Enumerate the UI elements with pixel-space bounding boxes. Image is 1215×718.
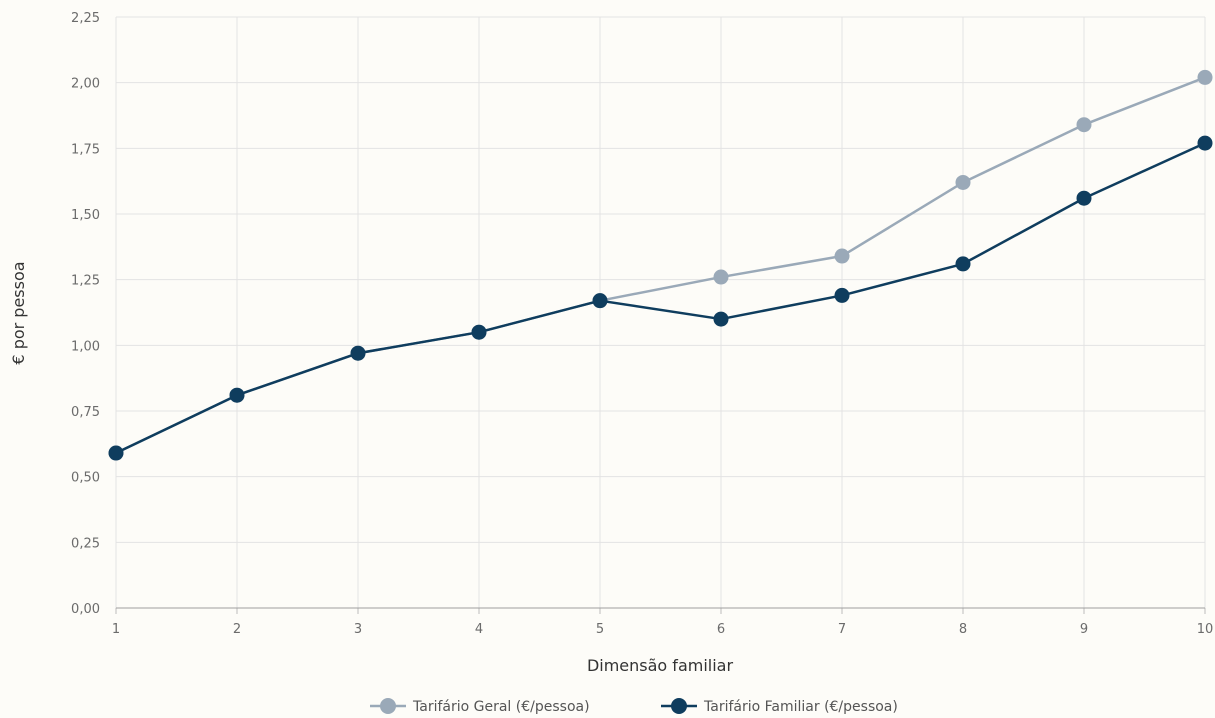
- x-axis-title: Dimensão familiar: [587, 656, 734, 675]
- legend-label: Tarifário Geral (€/pessoa): [412, 699, 590, 715]
- data-point[interactable]: [1197, 135, 1213, 151]
- series-line: [115, 76, 1206, 455]
- y-tick-label: 1,00: [71, 339, 100, 354]
- legend-marker: [380, 698, 396, 714]
- y-tick-label: 1,25: [71, 274, 100, 289]
- y-tick-label: 0,50: [71, 471, 100, 486]
- legend-item[interactable]: Tarifário Geral (€/pessoa): [370, 698, 590, 715]
- x-tick-label: 3: [354, 622, 362, 637]
- x-tick-label: 5: [596, 622, 604, 637]
- x-tick-label: 4: [475, 622, 483, 637]
- y-tick-label: 1,75: [71, 142, 100, 157]
- data-point[interactable]: [471, 324, 487, 340]
- x-tick-label: 2: [233, 622, 241, 637]
- legend-item[interactable]: Tarifário Familiar (€/pessoa): [661, 698, 898, 715]
- y-tick-label: 0,25: [71, 536, 100, 551]
- y-axis-ticks: 0,00 0,25 0,50 0,75 1,00 1,25 1,50 1,75 2,00 2,25: [71, 11, 100, 617]
- data-point[interactable]: [713, 311, 729, 327]
- y-axis-title: € por pessoa: [9, 261, 28, 364]
- y-tick-label: 1,50: [71, 208, 100, 223]
- series-1: [108, 69, 1213, 461]
- data-point[interactable]: [834, 287, 850, 303]
- legend: Tarifário Geral (€/pessoa) Tarifário Fami…: [370, 698, 898, 715]
- legend-marker: [671, 698, 687, 714]
- series-layer: [108, 69, 1213, 461]
- data-point[interactable]: [1076, 190, 1092, 206]
- data-point[interactable]: [713, 269, 729, 285]
- x-tick-label: 9: [1080, 622, 1088, 637]
- data-point[interactable]: [955, 256, 971, 272]
- data-point[interactable]: [108, 445, 124, 461]
- data-point[interactable]: [1197, 69, 1213, 85]
- y-tick-label: 2,00: [71, 77, 100, 92]
- x-tick-label: 8: [959, 622, 967, 637]
- data-point[interactable]: [592, 293, 608, 309]
- grid: [115, 16, 1206, 614]
- series-line: [115, 141, 1206, 455]
- data-point[interactable]: [955, 174, 971, 190]
- y-tick-label: 0,00: [71, 602, 100, 617]
- data-point[interactable]: [229, 387, 245, 403]
- series-2: [108, 135, 1213, 461]
- x-axis-ticks: 1 2 3 4 5 6 7 8 9 10: [112, 622, 1213, 637]
- x-tick-label: 10: [1197, 622, 1214, 637]
- data-point[interactable]: [1076, 117, 1092, 133]
- x-tick-label: 1: [112, 622, 120, 637]
- data-point[interactable]: [834, 248, 850, 264]
- x-tick-label: 6: [717, 622, 725, 637]
- x-tick-label: 7: [838, 622, 846, 637]
- legend-label: Tarifário Familiar (€/pessoa): [703, 699, 898, 715]
- data-point[interactable]: [350, 345, 366, 361]
- y-tick-label: 2,25: [71, 11, 100, 26]
- y-tick-label: 0,75: [71, 405, 100, 420]
